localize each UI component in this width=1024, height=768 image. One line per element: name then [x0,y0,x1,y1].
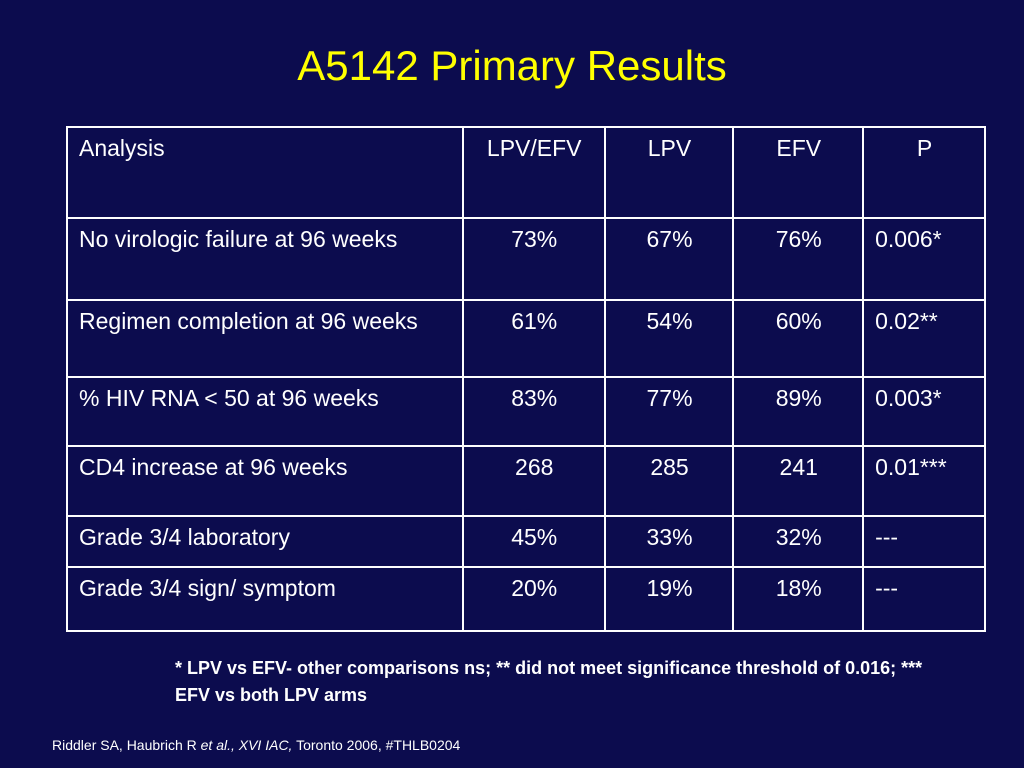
header-efv: EFV [732,126,865,219]
cell-efv: 241 [732,445,865,517]
cell-analysis: No virologic failure at 96 weeks [66,217,464,301]
cell-lpv: 67% [603,217,735,301]
slide-title: A5142 Primary Results [297,42,727,89]
cell-analysis: Regimen completion at 96 weeks [66,299,464,378]
cell-p: 0.01*** [862,445,986,517]
cell-lpv-efv: 83% [461,376,606,447]
cell-p: 0.02** [862,299,986,378]
table-row: No virologic failure at 96 weeks 73% 67%… [66,217,986,301]
table-row: Grade 3/4 sign/ symptom 20% 19% 18% --- [66,566,986,632]
cell-analysis: % HIV RNA < 50 at 96 weeks [66,376,464,447]
citation: Riddler SA, Haubrich R et al., XVI IAC, … [52,736,460,754]
cell-efv: 89% [732,376,865,447]
table-row: Grade 3/4 laboratory 45% 33% 32% --- [66,515,986,568]
header-lpv: LPV [603,126,735,219]
table-row: % HIV RNA < 50 at 96 weeks 83% 77% 89% 0… [66,376,986,447]
cell-efv: 76% [732,217,865,301]
cell-analysis: Grade 3/4 sign/ symptom [66,566,464,632]
citation-etal: et al., XVI IAC, [200,737,293,753]
footnote: * LPV vs EFV- other comparisons ns; ** d… [175,658,923,705]
citation-rest: Toronto 2006, #THLB0204 [296,737,461,753]
table-row: CD4 increase at 96 weeks 268 285 241 0.0… [66,445,986,517]
table-row: Regimen completion at 96 weeks 61% 54% 6… [66,299,986,378]
citation-authors: Riddler SA, Haubrich R [52,737,197,753]
cell-efv: 60% [732,299,865,378]
cell-analysis: Grade 3/4 laboratory [66,515,464,568]
cell-analysis: CD4 increase at 96 weeks [66,445,464,517]
cell-lpv-efv: 61% [461,299,606,378]
cell-p: 0.003* [862,376,986,447]
cell-lpv: 54% [603,299,735,378]
cell-lpv: 77% [603,376,735,447]
cell-efv: 18% [732,566,865,632]
cell-lpv-efv: 73% [461,217,606,301]
cell-p: 0.006* [862,217,986,301]
cell-efv: 32% [732,515,865,568]
header-analysis: Analysis [66,126,464,219]
cell-lpv: 33% [603,515,735,568]
results-table: Analysis LPV/EFV LPV EFV P No virologic … [66,126,986,632]
cell-lpv-efv: 45% [461,515,606,568]
cell-lpv: 285 [603,445,735,517]
cell-p: --- [862,515,986,568]
table-header-row: Analysis LPV/EFV LPV EFV P [66,126,986,219]
cell-lpv-efv: 268 [461,445,606,517]
cell-p: --- [862,566,986,632]
header-lpv-efv: LPV/EFV [461,126,606,219]
cell-lpv-efv: 20% [461,566,606,632]
header-p: P [862,126,986,219]
cell-lpv: 19% [603,566,735,632]
